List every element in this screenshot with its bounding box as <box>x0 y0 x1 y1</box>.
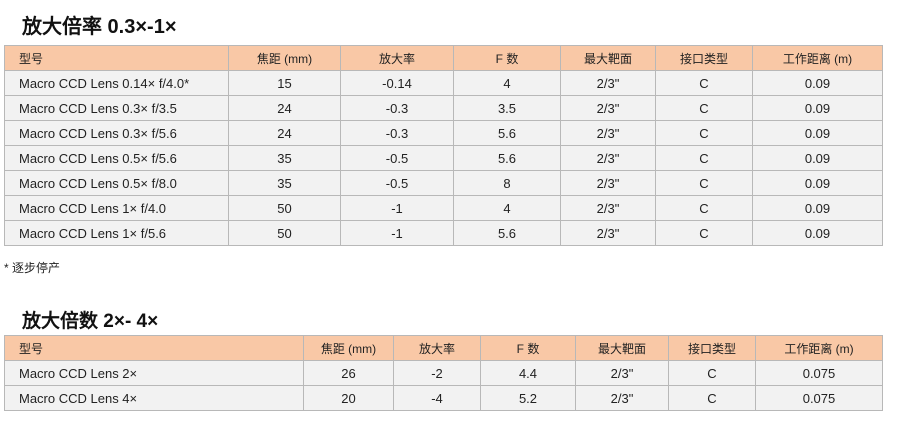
table-cell: 24 <box>228 120 341 146</box>
table-cell: C <box>655 195 753 221</box>
column-header: 接口类型 <box>668 335 756 361</box>
table-cell: C <box>668 385 756 411</box>
table-cell: 0.09 <box>752 120 883 146</box>
table-cell: 2/3" <box>560 145 656 171</box>
table-cell: Macro CCD Lens 0.14× f/4.0* <box>4 70 229 96</box>
column-header: 焦距 (mm) <box>228 45 341 71</box>
table-cell: Macro CCD Lens 1× f/4.0 <box>4 195 229 221</box>
table-cell: 4 <box>453 70 561 96</box>
discontinued-note: * 逐步停产 <box>4 261 61 275</box>
table-cell: -4 <box>393 385 481 411</box>
table-cell: Macro CCD Lens 2× <box>4 360 304 386</box>
table-cell: 0.09 <box>752 95 883 121</box>
table-cell: 0.09 <box>752 220 883 246</box>
table-cell: 3.5 <box>453 95 561 121</box>
table-cell: 26 <box>303 360 394 386</box>
table-cell: -1 <box>340 220 454 246</box>
column-header: F 数 <box>453 45 561 71</box>
table-cell: 5.2 <box>480 385 576 411</box>
table-cell: 50 <box>228 195 341 221</box>
table-cell: 4.4 <box>480 360 576 386</box>
column-header: 最大靶面 <box>560 45 656 71</box>
table-cell: 2/3" <box>560 95 656 121</box>
table-cell: 50 <box>228 220 341 246</box>
table-cell: C <box>668 360 756 386</box>
table-row: Macro CCD Lens 1× f/5.6 50 -1 5.6 2/3" C 0.09 <box>4 220 883 246</box>
table-cell: -1 <box>340 195 454 221</box>
column-header: 工作距离 (m) <box>755 335 883 361</box>
column-header: 型号 <box>4 335 304 361</box>
column-header: 最大靶面 <box>575 335 669 361</box>
table-cell: 5.6 <box>453 120 561 146</box>
column-header: 工作距离 (m) <box>752 45 883 71</box>
lens-table-1: 型号 焦距 (mm) 放大率 F 数最大靶面 接口类型 工作距离 (m) Macro CCD… <box>4 45 883 246</box>
table-cell: 8 <box>453 170 561 196</box>
table-cell: 2/3" <box>560 120 656 146</box>
header-row: 型号 焦距 (mm) 放大率 F 数最大靶面 接口类型 工作距离 (m) <box>4 335 883 361</box>
column-header: F 数 <box>480 335 576 361</box>
table-cell: 0.09 <box>752 145 883 171</box>
table-cell: 35 <box>228 170 341 196</box>
table-cell: -0.3 <box>340 120 454 146</box>
table-row: Macro CCD Lens 2× 26 -2 4.4 2/3" C 0.075 <box>4 360 883 386</box>
table-row: Macro CCD Lens 4× 20 -4 5.2 2/3" C 0.075 <box>4 385 883 411</box>
column-header: 焦距 (mm) <box>303 335 394 361</box>
lens-table-2: 型号 焦距 (mm) 放大率 F 数最大靶面 接口类型 工作距离 (m) Macro CCD… <box>4 335 883 411</box>
table-cell: 5.6 <box>453 220 561 246</box>
table-cell: Macro CCD Lens 1× f/5.6 <box>4 220 229 246</box>
table-row: Macro CCD Lens 0.14× f/4.0* 15 -0.14 4 2/3" C… <box>4 70 883 96</box>
table-cell: 35 <box>228 145 341 171</box>
table-cell: 0.09 <box>752 170 883 196</box>
table-cell: -0.14 <box>340 70 454 96</box>
table-cell: 0.09 <box>752 195 883 221</box>
table-cell: 0.09 <box>752 70 883 96</box>
column-header: 型号 <box>4 45 229 71</box>
column-header: 放大率 <box>340 45 454 71</box>
column-header: 放大率 <box>393 335 481 361</box>
table-cell: 4 <box>453 195 561 221</box>
table-cell: 15 <box>228 70 341 96</box>
table-cell: -0.3 <box>340 95 454 121</box>
table-cell: -2 <box>393 360 481 386</box>
table-cell: Macro CCD Lens 4× <box>4 385 304 411</box>
table-cell: Macro CCD Lens 0.3× f/5.6 <box>4 120 229 146</box>
table-cell: Macro CCD Lens 0.3× f/3.5 <box>4 95 229 121</box>
table-cell: Macro CCD Lens 0.5× f/8.0 <box>4 170 229 196</box>
table-row: Macro CCD Lens 0.3× f/5.6 24 -0.3 5.6 2/3" C 0… <box>4 120 883 146</box>
table-cell: 0.075 <box>755 385 883 411</box>
table-cell: Macro CCD Lens 0.5× f/5.6 <box>4 145 229 171</box>
table-row: Macro CCD Lens 0.5× f/8.0 35 -0.5 8 2/3" C 0.0… <box>4 170 883 196</box>
table-cell: 2/3" <box>560 170 656 196</box>
table-cell: 2/3" <box>560 195 656 221</box>
table-cell: 24 <box>228 95 341 121</box>
table-row: Macro CCD Lens 0.5× f/5.6 35 -0.5 5.6 2/3" C 0… <box>4 145 883 171</box>
table-cell: C <box>655 145 753 171</box>
table-cell: 2/3" <box>560 70 656 96</box>
table-cell: 2/3" <box>575 385 669 411</box>
table-cell: 5.6 <box>453 145 561 171</box>
table-cell: C <box>655 170 753 196</box>
table-cell: -0.5 <box>340 170 454 196</box>
table-cell: C <box>655 120 753 146</box>
table-cell: C <box>655 95 753 121</box>
section-title-2: 放大倍数 2×- 4× <box>22 311 159 332</box>
section-title-1: 放大倍率 0.3×-1× <box>22 16 177 38</box>
table-cell: 20 <box>303 385 394 411</box>
table-cell: 2/3" <box>575 360 669 386</box>
header-row: 型号 焦距 (mm) 放大率 F 数最大靶面 接口类型 工作距离 (m) <box>4 45 883 71</box>
table-cell: 0.075 <box>755 360 883 386</box>
table-cell: -0.5 <box>340 145 454 171</box>
table-cell: C <box>655 220 753 246</box>
table-cell: C <box>655 70 753 96</box>
table-cell: 2/3" <box>560 220 656 246</box>
column-header: 接口类型 <box>655 45 753 71</box>
table-row: Macro CCD Lens 1× f/4.0 50 -1 4 2/3" C 0.09 <box>4 195 883 221</box>
table-row: Macro CCD Lens 0.3× f/3.5 24 -0.3 3.5 2/3" C 0… <box>4 95 883 121</box>
